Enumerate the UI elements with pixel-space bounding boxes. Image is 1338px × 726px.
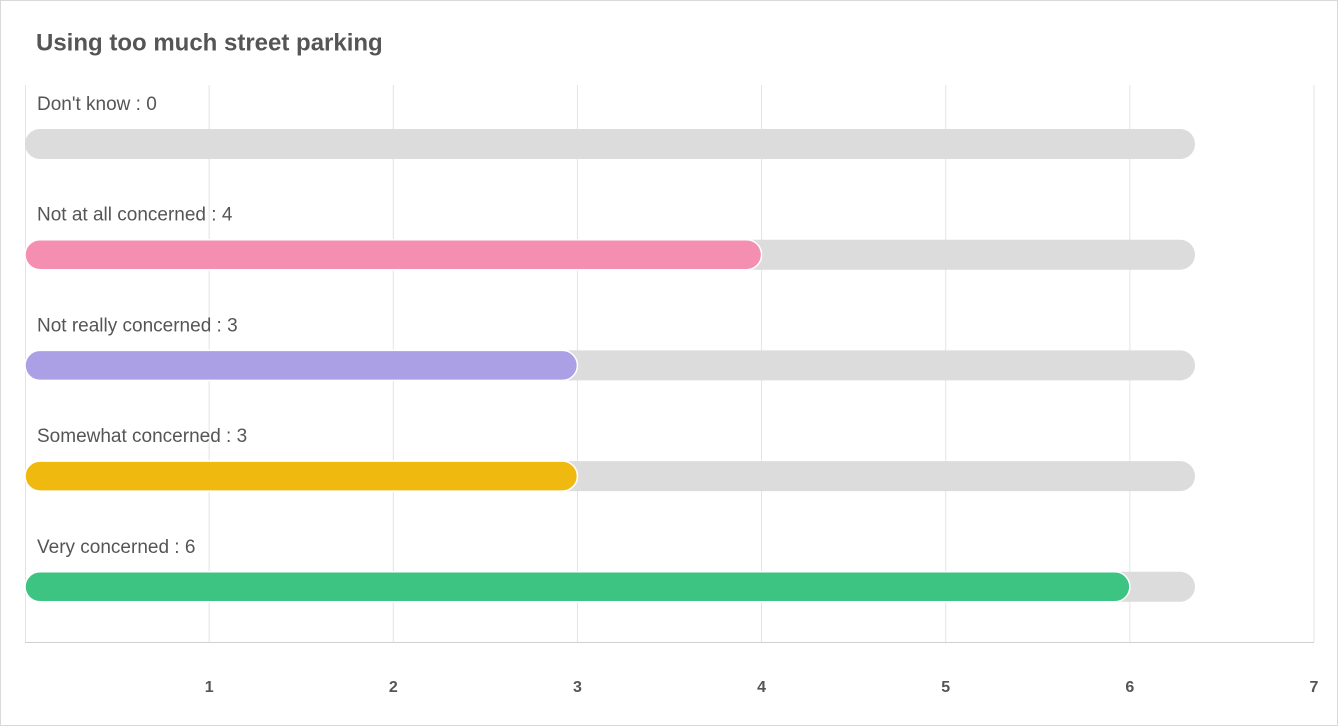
bar-label: Not really concerned : 3 bbox=[37, 315, 238, 336]
x-tick-label: 1 bbox=[205, 679, 214, 696]
chart-title: Using too much street parking bbox=[36, 29, 383, 56]
bar-track bbox=[25, 129, 1195, 159]
x-tick-label: 2 bbox=[389, 679, 398, 696]
x-tick-label: 3 bbox=[573, 679, 582, 696]
bar bbox=[24, 238, 763, 271]
bar-label: Very concerned : 6 bbox=[37, 537, 195, 558]
bar-label: Not at all concerned : 4 bbox=[37, 205, 233, 226]
bar bbox=[24, 571, 1131, 603]
x-tick-label: 7 bbox=[1310, 679, 1319, 696]
bar-label: Don't know : 0 bbox=[37, 94, 157, 115]
x-tick-label: 5 bbox=[941, 679, 950, 696]
bar bbox=[24, 460, 579, 492]
x-tick-label: 4 bbox=[757, 679, 766, 696]
bar-label: Somewhat concerned : 3 bbox=[37, 426, 247, 447]
x-tick-label: 6 bbox=[1125, 679, 1134, 696]
bar bbox=[24, 349, 579, 382]
